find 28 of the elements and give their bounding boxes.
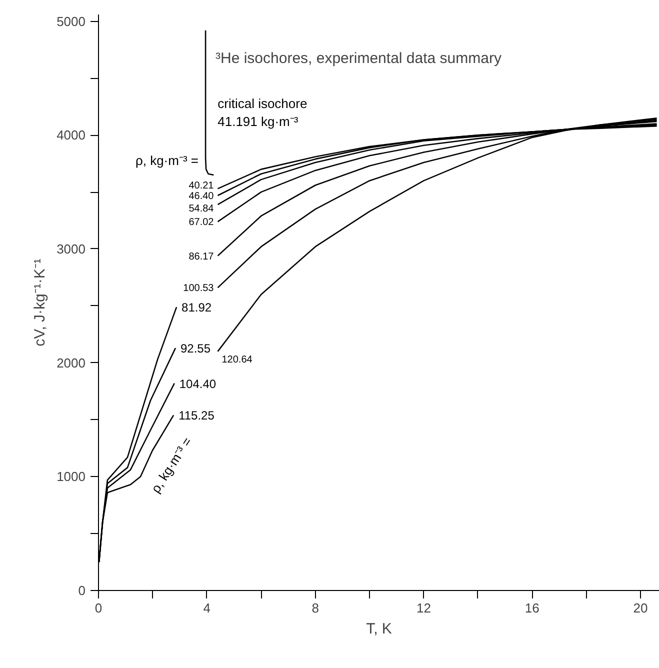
- y-axis-title: cV, J·kg⁻¹·K⁻¹: [32, 258, 49, 346]
- series-label: 100.53: [183, 283, 214, 294]
- series-label: 40.21: [188, 180, 214, 192]
- x-tick-label: 20: [633, 600, 648, 616]
- x-tick-label: 4: [203, 600, 211, 616]
- y-tick-label: 0: [78, 583, 86, 598]
- series-label: 92.55: [180, 342, 211, 356]
- x-axis-title: T, K: [366, 620, 392, 638]
- annotation: critical isochore 41.191 kg·m⁻³: [218, 96, 308, 129]
- y-tick-label: 1000: [56, 469, 86, 484]
- series-label: 86.17: [188, 251, 214, 262]
- y-tick-label: 5000: [56, 14, 86, 29]
- series-label: 46.40: [188, 190, 214, 202]
- series-label: 115.25: [178, 408, 215, 423]
- annotation: ρ, kg·m⁻³ =: [135, 153, 199, 168]
- x-tick-label: 16: [524, 600, 540, 616]
- series-label: 81.92: [182, 300, 212, 315]
- y-tick-label: 4000: [56, 128, 86, 143]
- x-tick-label: 12: [416, 600, 431, 616]
- y-tick-label: 3000: [56, 242, 86, 256]
- text: ³He isochores, experimental data summary: [216, 50, 502, 67]
- y-tick-label: 2000: [56, 355, 86, 370]
- series-label: 104.40: [179, 376, 216, 391]
- series-label: 67.02: [188, 217, 214, 228]
- series-label: 54.84: [188, 204, 214, 215]
- x-tick-label: 8: [312, 600, 319, 616]
- series-label: 120.64: [222, 354, 253, 366]
- x-tick-label: 0: [94, 600, 102, 616]
